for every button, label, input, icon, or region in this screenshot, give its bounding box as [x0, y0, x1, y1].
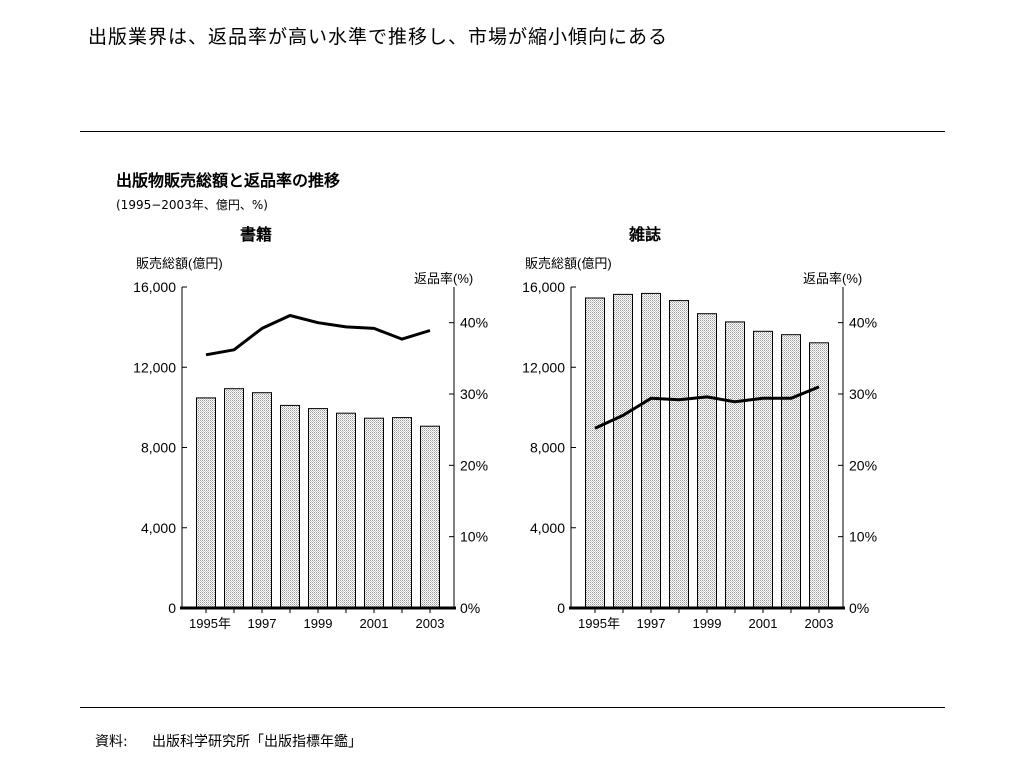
x-tick-label: 1995年 [578, 616, 620, 631]
y-right-tick-label: 30% [460, 386, 488, 402]
bar [224, 388, 244, 609]
bar [252, 392, 272, 609]
y-left-tick-label: 8,000 [530, 440, 565, 456]
x-tick-label: 1997 [248, 616, 277, 631]
x-tick-label: 1999 [304, 616, 333, 631]
bar [308, 408, 328, 609]
bar [781, 334, 801, 609]
x-tick-label: 2003 [416, 616, 445, 631]
bar [280, 404, 300, 609]
y-right-tick-label: 20% [460, 457, 488, 473]
y-left-tick-label: 0 [557, 600, 565, 616]
bar [669, 300, 689, 609]
bar [585, 297, 605, 609]
y-right-tick-label: 20% [849, 457, 877, 473]
y-left-axis-label: 販売総額(億円) [525, 256, 612, 271]
source-note: 資料: 出版科学研究所「出版指標年鑑」 [95, 731, 362, 751]
source-label: 資料: [95, 734, 128, 750]
x-tick-label: 2003 [805, 616, 834, 631]
y-right-tick-label: 10% [460, 529, 488, 545]
bar [392, 417, 412, 609]
y-right-tick-label: 10% [849, 529, 877, 545]
y-right-axis-label: 返品率(%) [803, 271, 862, 286]
y-right-tick-label: 30% [849, 386, 877, 402]
y-right-tick-label: 0% [460, 600, 480, 616]
bar [809, 342, 829, 609]
y-left-axis-label: 販売総額(億円) [136, 256, 223, 271]
return-rate-line [205, 314, 431, 357]
bar [420, 425, 440, 609]
x-tick-label: 1997 [637, 616, 666, 631]
y-left-tick-label: 12,000 [522, 359, 565, 375]
bar [725, 321, 745, 609]
y-left-tick-label: 0 [168, 600, 176, 616]
panel-title: 雑誌 [628, 225, 661, 244]
return-rate-line [594, 385, 820, 430]
x-tick-label: 2001 [360, 616, 389, 631]
y-right-tick-label: 40% [460, 315, 488, 331]
y-left-tick-label: 12,000 [133, 359, 176, 375]
bar [613, 293, 633, 609]
y-right-tick-label: 0% [849, 600, 869, 616]
y-left-tick-label: 8,000 [141, 440, 176, 456]
bar [336, 412, 356, 609]
bar [364, 417, 384, 609]
y-left-tick-label: 4,000 [141, 520, 176, 536]
bottom-divider [80, 707, 945, 708]
chart-title: 出版物販売総額と返品率の推移 [116, 171, 341, 190]
x-tick-label: 2001 [749, 616, 778, 631]
y-left-tick-label: 16,000 [133, 279, 176, 295]
bar [753, 330, 773, 609]
y-right-tick-label: 40% [849, 315, 877, 331]
bar [641, 292, 661, 609]
y-left-tick-label: 4,000 [530, 520, 565, 536]
x-tick-label: 1999 [693, 616, 722, 631]
bar [697, 313, 717, 609]
bar [196, 397, 216, 609]
panel-title: 書籍 [240, 225, 272, 244]
source-text: 出版科学研究所「出版指標年鑑」 [152, 734, 362, 750]
y-left-tick-label: 16,000 [522, 279, 565, 295]
x-tick-label: 1995年 [189, 616, 231, 631]
y-right-axis-label: 返品率(%) [414, 271, 473, 286]
top-divider [80, 131, 945, 132]
page-headline: 出版業界は、返品率が高い水準で推移し、市場が縮小傾向にある [88, 26, 669, 48]
chart-subtitle: (1995−2003年、億円、%) [116, 198, 268, 212]
